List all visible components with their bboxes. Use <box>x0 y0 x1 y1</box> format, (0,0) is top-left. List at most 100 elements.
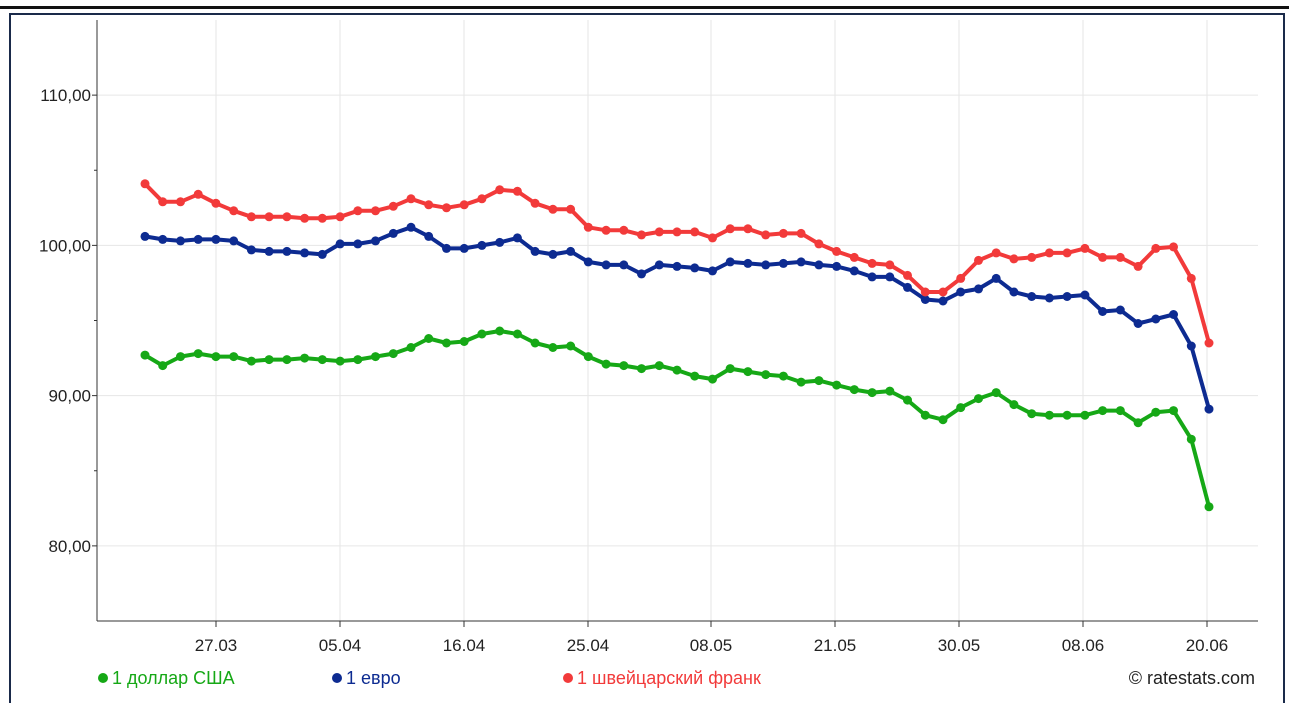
data-point <box>477 329 487 339</box>
data-point <box>1027 252 1037 262</box>
data-point <box>1151 243 1161 253</box>
data-point <box>512 329 522 339</box>
data-point <box>637 364 646 374</box>
data-point <box>1009 287 1019 297</box>
data-point <box>1133 319 1143 328</box>
y-tick-label: 100,00 <box>39 236 91 255</box>
data-point <box>974 394 983 404</box>
data-point <box>601 225 611 235</box>
y-tick-label: 80,00 <box>48 537 91 556</box>
data-point <box>654 227 664 237</box>
data-point <box>1098 307 1108 316</box>
data-point <box>672 365 682 375</box>
data-point <box>512 186 522 196</box>
data-point <box>1027 292 1037 301</box>
data-point <box>814 376 824 386</box>
data-point <box>938 296 948 306</box>
data-point <box>300 213 310 223</box>
series-2 <box>140 222 1214 414</box>
data-point <box>140 179 150 189</box>
data-point <box>442 203 451 213</box>
data-point <box>246 245 256 255</box>
data-point <box>459 243 469 253</box>
data-point <box>477 240 487 250</box>
data-point <box>193 189 203 199</box>
data-point <box>583 257 593 267</box>
x-tick-label: 20.06 <box>1186 636 1229 655</box>
data-point <box>1009 254 1019 264</box>
data-point <box>176 197 185 207</box>
data-point <box>566 341 576 351</box>
data-point <box>548 204 558 214</box>
y-tick-label: 90,00 <box>48 387 91 406</box>
data-point <box>885 386 895 396</box>
data-point <box>176 352 185 362</box>
data-point <box>1080 290 1090 300</box>
data-point <box>1133 418 1143 428</box>
data-point <box>761 370 771 380</box>
data-point <box>974 255 983 265</box>
data-point <box>158 197 168 207</box>
data-point <box>832 246 842 256</box>
data-point <box>388 349 398 359</box>
data-point <box>832 261 842 271</box>
data-point <box>158 361 168 371</box>
data-point <box>140 231 150 241</box>
data-point <box>317 213 327 223</box>
data-point <box>371 352 380 362</box>
series-3 <box>140 179 1214 348</box>
data-point <box>442 243 451 253</box>
data-point <box>548 249 558 259</box>
data-point <box>211 234 221 244</box>
data-point <box>867 388 877 398</box>
chart-frame <box>9 13 1285 703</box>
data-point <box>264 355 274 365</box>
data-point <box>495 237 505 247</box>
data-point <box>743 224 753 234</box>
data-point <box>991 273 1001 283</box>
y-axis-ticks: 80,00 90,00 100,00 110,00 <box>39 86 91 556</box>
data-point <box>246 212 256 222</box>
data-point <box>619 361 629 371</box>
data-point <box>743 367 753 377</box>
data-point <box>282 355 292 365</box>
x-tick-label: 05.04 <box>319 636 362 655</box>
data-point <box>619 225 629 235</box>
y-tick-label: 110,00 <box>40 86 91 105</box>
legend: 1 доллар США 1 евро 1 швейцарский франк <box>98 668 761 688</box>
data-point <box>956 287 966 297</box>
data-point <box>1204 338 1214 348</box>
series-layer <box>140 179 1214 512</box>
series-1 <box>140 326 1214 512</box>
data-point <box>1044 410 1054 420</box>
data-point <box>495 326 505 336</box>
data-point <box>335 239 345 249</box>
data-point <box>1080 243 1090 253</box>
data-point <box>176 236 185 246</box>
data-point <box>300 353 310 363</box>
data-point <box>991 248 1001 258</box>
data-point <box>353 206 363 216</box>
data-point <box>1133 261 1143 271</box>
data-point <box>1009 400 1019 410</box>
legend-marker <box>332 673 342 683</box>
data-point <box>424 334 434 343</box>
data-point <box>938 287 948 297</box>
x-tick-label: 27.03 <box>195 636 238 655</box>
data-point <box>690 371 700 381</box>
data-point <box>761 230 771 240</box>
data-point <box>814 260 824 270</box>
data-point <box>1204 404 1214 414</box>
data-point <box>920 410 930 420</box>
data-point <box>761 260 771 270</box>
x-axis-ticks: 27.03 05.04 16.04 25.04 08.05 21.05 30.05 08.06… <box>195 636 1229 655</box>
data-point <box>832 380 842 390</box>
top-rule <box>0 6 1289 9</box>
data-point <box>406 343 416 352</box>
data-point <box>956 403 966 413</box>
data-point <box>158 234 168 244</box>
axes <box>92 20 1258 627</box>
data-point <box>672 261 682 271</box>
data-point <box>708 233 717 243</box>
data-point <box>1080 410 1090 420</box>
